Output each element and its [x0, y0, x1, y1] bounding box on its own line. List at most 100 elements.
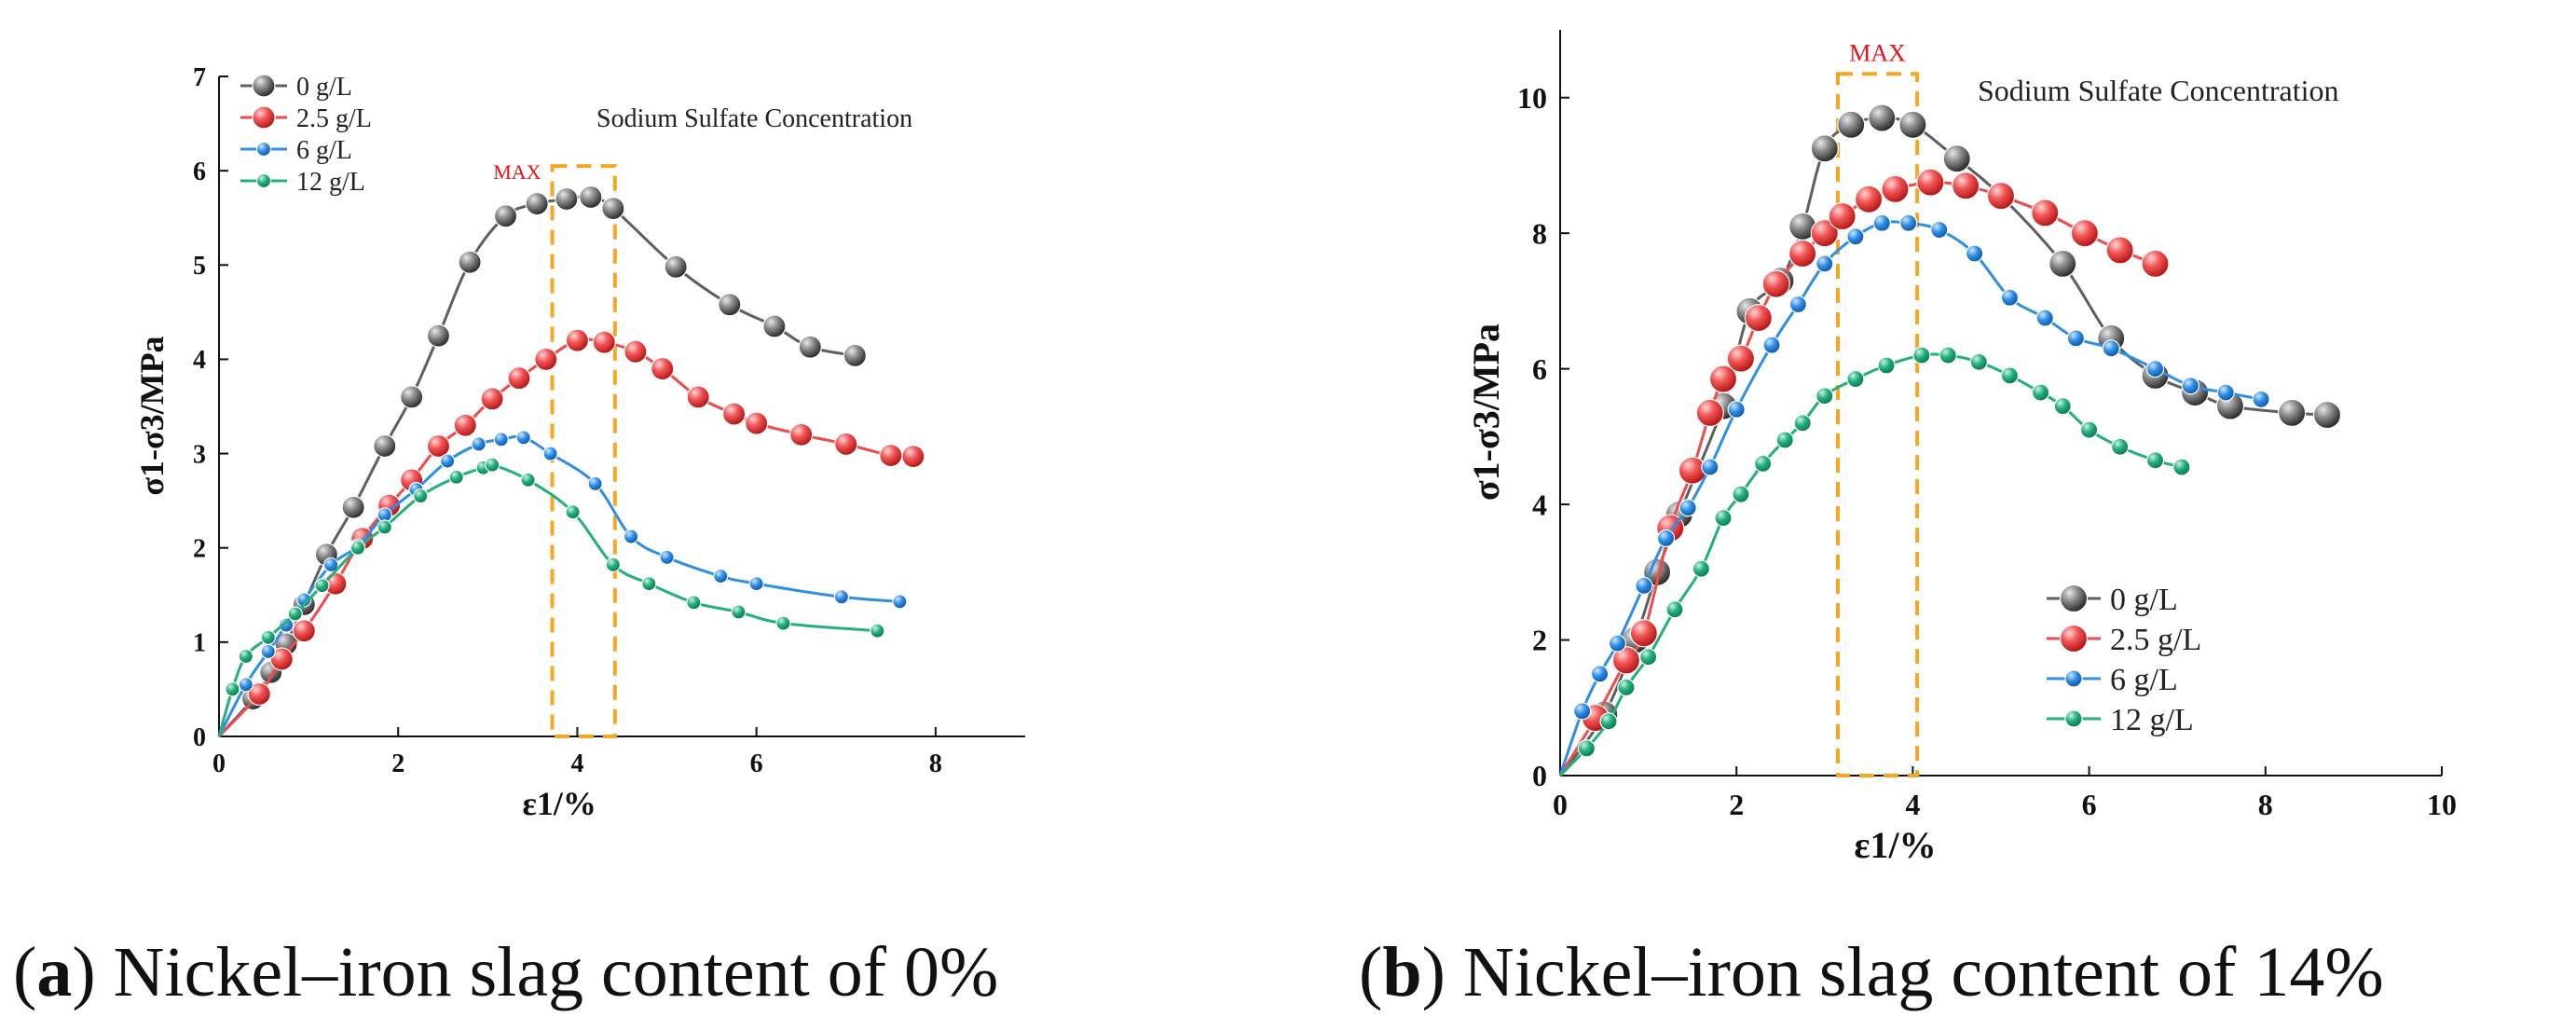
data-point-s0-a [664, 254, 688, 279]
data-point-s12-b [1617, 678, 1636, 697]
data-point-s0-b [1810, 134, 1839, 163]
caption-b-letter: b [1382, 933, 1422, 1011]
x-tick-label-b: 2 [1729, 788, 1744, 821]
data-point-s0-b [1868, 103, 1897, 132]
legend-label-s25-b: 2.5 g/L [2110, 623, 2201, 657]
data-point-s6-a [542, 446, 558, 461]
legend-marker-s12-a [255, 172, 272, 189]
data-point-s12-b [2145, 451, 2165, 470]
data-point-s25-a [745, 411, 769, 435]
data-point-s6-b [1701, 458, 1720, 476]
data-point-s25-a [480, 387, 504, 411]
y-tick-label-b: 10 [1517, 81, 1547, 115]
data-point-s6-a [439, 453, 456, 469]
data-point-s0-a [458, 250, 482, 274]
data-point-s12-b [2031, 383, 2050, 402]
data-point-s0-b [1942, 144, 1971, 173]
data-point-s6-b [1590, 665, 1610, 683]
legend-label-s0-a: 0 g/L [296, 73, 352, 102]
data-point-s6-b [1966, 244, 1984, 263]
y-tick-label-a: 4 [193, 346, 206, 375]
y-tick-label-a: 7 [193, 63, 206, 92]
data-point-s6-b [2216, 383, 2235, 402]
series-line-s0-b [1558, 116, 2328, 777]
max-region-box-a [550, 164, 617, 739]
data-point-s25-a [592, 330, 616, 354]
data-point-s6-a [833, 589, 850, 605]
data-point-s12-a [641, 576, 657, 592]
data-point-s6-a [278, 617, 295, 633]
data-point-s6-b [2035, 309, 2054, 327]
data-point-s12-b [1692, 559, 1710, 578]
caption-b-text: Nickel–iron slag content of 14% [1462, 933, 2384, 1011]
data-point-s12-a [448, 469, 464, 485]
data-point-s0-b [1898, 110, 1927, 139]
data-point-s12-b [1846, 369, 1865, 389]
x-tick-label-a: 8 [929, 749, 942, 778]
data-point-s6-a [260, 643, 276, 660]
data-point-s6-b [2102, 339, 2120, 358]
y-tick-label-a: 5 [193, 252, 206, 281]
chart-panel-b: 0 2 4 6 8 10 0 2 4 6 8 10 ε1/% σ1-σ3/MPa Sodium Sulfat… [1465, 30, 2457, 866]
caption-a: (a) Nickel–iron slag content of 0% [13, 933, 999, 1011]
data-point-s12-a [870, 623, 885, 639]
data-point-s25-a [686, 385, 710, 409]
x-tick-label-b: 6 [2082, 788, 2097, 821]
x-tick-label-a: 4 [570, 749, 583, 778]
legend-marker-s6-b [2064, 669, 2083, 688]
data-point-s12-a [686, 595, 702, 611]
data-point-s12-a [565, 504, 581, 520]
data-point-s6-a [587, 475, 603, 492]
max-region-box-b [1835, 72, 1920, 778]
data-point-s12-a [485, 457, 500, 473]
legend-label-s6-a: 6 g/L [296, 136, 352, 165]
data-point-s25-b [2105, 236, 2134, 265]
x-tick-label-a: 2 [391, 749, 404, 778]
legend-label-s0-b: 0 g/L [2110, 583, 2178, 617]
x-tick-label-b: 4 [1905, 788, 1920, 821]
data-point-s6-a [238, 677, 253, 693]
data-point-s12-a [731, 604, 747, 620]
caption-a-letter: a [36, 933, 73, 1011]
data-point-s25-b [1952, 172, 1980, 200]
data-point-s25-b [1744, 303, 1773, 333]
legend-marker-s25-a [252, 105, 276, 130]
y-axis-label-b: σ1-σ3/MPa [1465, 323, 1507, 501]
data-point-s12-b [1714, 509, 1733, 528]
data-point-s6-b [1788, 295, 1808, 314]
data-point-s6-a [713, 568, 729, 584]
data-point-s12-b [2080, 420, 2099, 439]
caption-a-text: Nickel–iron slag content of 0% [113, 933, 999, 1011]
data-point-s25-b [1708, 364, 1738, 393]
data-point-s6-b [1573, 702, 1592, 721]
series-line-s12-a [217, 462, 878, 737]
data-point-s12-a [775, 615, 791, 631]
data-point-s6-b [1679, 499, 1697, 517]
y-tick-label-a: 2 [193, 535, 206, 564]
data-point-s12-b [1577, 739, 1596, 758]
data-point-s25-a [834, 432, 858, 457]
data-point-s25-b [1611, 646, 1641, 675]
data-point-s6-b [2252, 390, 2270, 408]
data-point-s12-b [1912, 346, 1931, 364]
data-point-s0-a [493, 204, 518, 228]
data-point-s6-b [2145, 360, 2165, 378]
legend-label-s25-a: 2.5 g/L [296, 104, 372, 133]
data-point-s0-a [373, 433, 397, 459]
data-point-s12-b [2000, 366, 2020, 385]
data-point-s6-a [892, 594, 908, 610]
data-point-s6-b [1635, 576, 1653, 595]
x-axis-label-b: ε1/% [1854, 824, 1936, 866]
data-point-s6-b [1656, 529, 1676, 548]
data-point-s25-a [269, 647, 294, 671]
data-point-s25-a [623, 339, 648, 364]
data-point-s25-a [722, 402, 747, 426]
data-point-s0-a [341, 495, 365, 519]
data-point-s0-a [426, 323, 451, 348]
chart-panel-a: 0 2 4 6 8 0 1 2 3 4 5 6 7 ε1/% σ1-σ3/MPa Sodium Sulfate… [133, 63, 1025, 822]
data-point-s12-a [238, 648, 253, 665]
data-point-s6-a [515, 430, 531, 446]
data-point-s25-b [1916, 168, 1945, 197]
data-point-s25-b [1810, 219, 1839, 248]
